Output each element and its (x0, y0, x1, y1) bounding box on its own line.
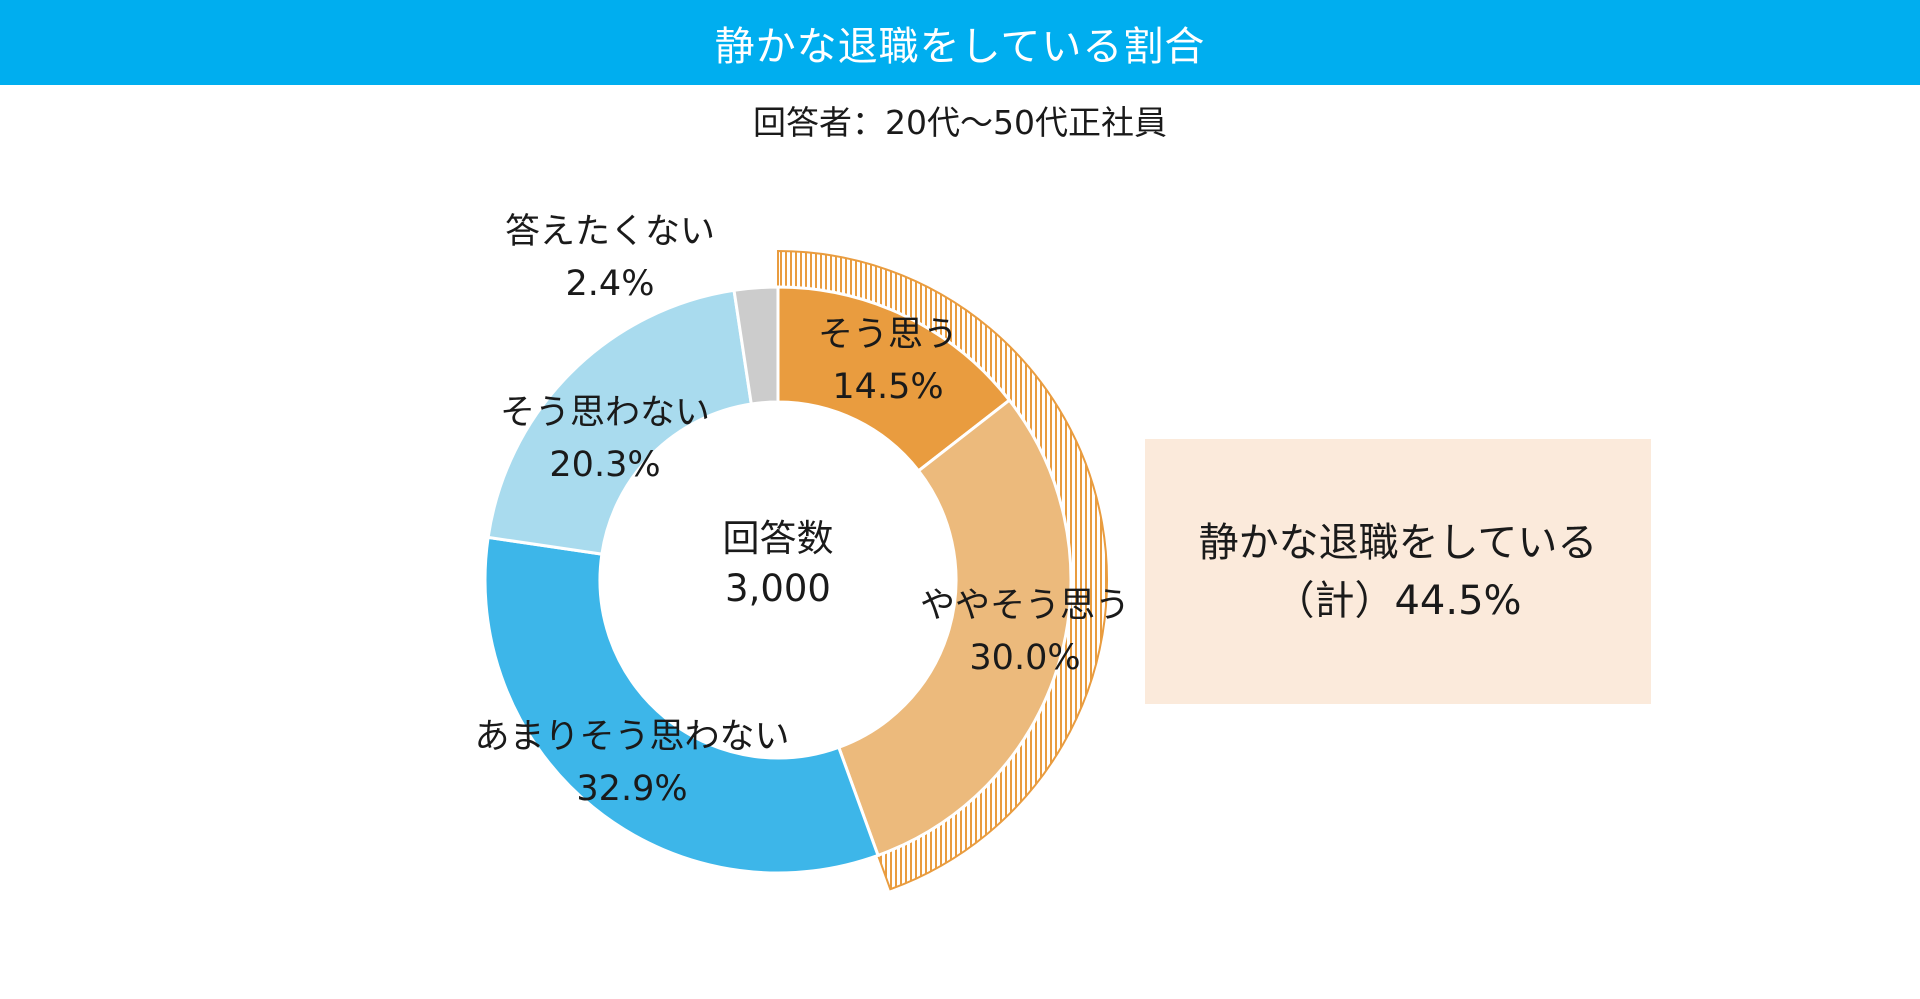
slice-value-3: 32.9% (576, 769, 687, 809)
slice-value-4: 20.3% (549, 445, 660, 485)
slice-label-3: あまりそう思わない (474, 717, 789, 757)
chart-title: 静かな退職をしている割合 (714, 23, 1206, 70)
chart-subtitle: 回答者：20代～50代正社員 (753, 103, 1167, 142)
slice-label-5: 答えたくない (505, 212, 715, 252)
summary-box: 静かな退職をしている （計）44.5% (1145, 439, 1651, 704)
donut-slice-3 (483, 535, 880, 875)
donut-slice-2 (836, 398, 1073, 858)
summary-line1: 静かな退職をしている (1198, 519, 1598, 566)
slice-value-5: 2.4% (566, 264, 655, 304)
title-bar: 静かな退職をしている割合 (0, 0, 1920, 85)
slice-value-1: 14.5% (832, 367, 943, 407)
summary-line2: （計）44.5% (1274, 577, 1522, 624)
slice-label-1: そう思う (818, 315, 958, 355)
donut-slice-4 (486, 288, 753, 556)
center-value: 3,000 (725, 567, 831, 610)
center-label: 回答数 (723, 517, 834, 560)
donut-slice-5 (732, 285, 780, 406)
slice-label-4: そう思わない (500, 393, 710, 433)
slice-value-2: 30.0% (969, 638, 1080, 678)
slice-label-2: ややそう思う (920, 586, 1130, 626)
